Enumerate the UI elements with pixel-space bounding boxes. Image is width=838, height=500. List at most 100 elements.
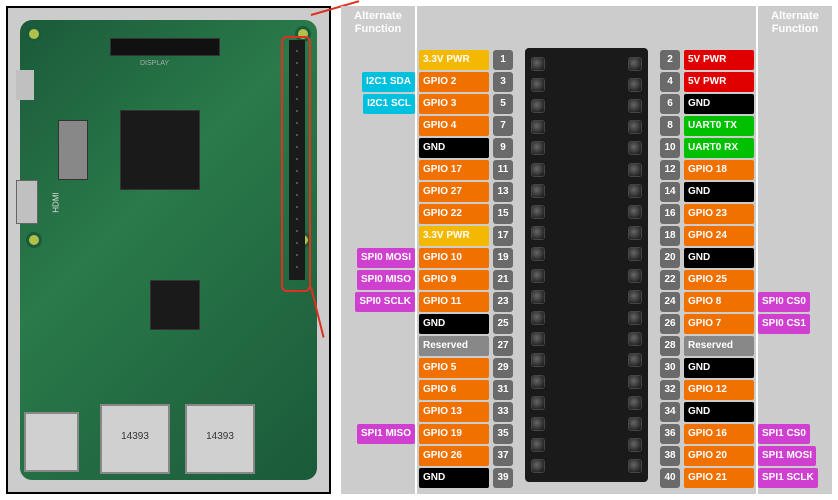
func-label: GPIO 8 [684, 292, 754, 312]
pin-number-col-right: 246810121416182022242628303234363840 [658, 6, 682, 494]
connector-row [531, 75, 642, 94]
func-label: GPIO 6 [419, 380, 489, 400]
pin-number: 13 [493, 182, 513, 202]
pin-dot-icon [628, 99, 642, 113]
func-label: 3.3V PWR [419, 226, 489, 246]
alt-label: SPI0 CS0 [758, 292, 810, 312]
gpio-header-icon [289, 40, 305, 280]
pin-dot-icon [628, 269, 642, 283]
connector-row [531, 330, 642, 349]
alt-label: SPI0 MOSI [357, 248, 415, 268]
func-label: UART0 TX [684, 116, 754, 136]
pin-number: 19 [493, 248, 513, 268]
connector-row [531, 202, 642, 221]
func-label: GPIO 23 [684, 204, 754, 224]
func-label: 3.3V PWR [419, 50, 489, 70]
connector-col [515, 6, 658, 494]
pin-dot-icon [531, 141, 545, 155]
pin-dot-icon [531, 417, 545, 431]
alt-label: SPI0 MISO [357, 270, 415, 290]
pin-dot-icon [628, 226, 642, 240]
pin-dot-icon [531, 99, 545, 113]
pin-number: 35 [493, 424, 513, 444]
pin-dot-icon [628, 417, 642, 431]
pin-number: 18 [660, 226, 680, 246]
func-label: GPIO 13 [419, 402, 489, 422]
connector-row [531, 372, 642, 391]
connector-row [531, 457, 642, 476]
pin-dot-icon [531, 205, 545, 219]
pin-number: 15 [493, 204, 513, 224]
connector-icon [525, 48, 648, 482]
usb-port-icon: 14393 [185, 404, 255, 474]
usb-label: 14393 [102, 431, 168, 442]
pcb: DISPLAY HDMI 14393 14393 [20, 20, 317, 480]
usb-port-icon: 14393 [100, 404, 170, 474]
usb-chip-icon [150, 280, 200, 330]
pin-dot-icon [628, 332, 642, 346]
alt-header-right: Alternate Function [758, 6, 832, 40]
ethernet-port-icon [24, 412, 79, 472]
func-label: GPIO 4 [419, 116, 489, 136]
pin-number: 39 [493, 468, 513, 488]
pin-number: 8 [660, 116, 680, 136]
func-label: GPIO 19 [419, 424, 489, 444]
pin-dot-icon [531, 78, 545, 92]
connector-row [531, 245, 642, 264]
pin-number: 33 [493, 402, 513, 422]
pin-number: 5 [493, 94, 513, 114]
pin-number: 12 [660, 160, 680, 180]
pin-dot-icon [628, 120, 642, 134]
func-label: 5V PWR [684, 72, 754, 92]
pin-number: 1 [493, 50, 513, 70]
pin-dot-icon [531, 375, 545, 389]
pin-dot-icon [628, 375, 642, 389]
func-label: GPIO 3 [419, 94, 489, 114]
alt-label: SPI0 CS1 [758, 314, 810, 334]
alt-function-col-right: Alternate Function SPI0 CS0SPI0 CS1 SPI1 … [758, 6, 832, 494]
pin-number: 23 [493, 292, 513, 312]
pin-number: 4 [660, 72, 680, 92]
func-label: GPIO 18 [684, 160, 754, 180]
func-label: GPIO 20 [684, 446, 754, 466]
func-label: GPIO 7 [684, 314, 754, 334]
pin-number: 37 [493, 446, 513, 466]
soc-chip-icon [120, 110, 200, 190]
main-container: DISPLAY HDMI 14393 14393 Alternate Funct… [0, 0, 838, 500]
connector-row [531, 181, 642, 200]
pin-dot-icon [531, 120, 545, 134]
connector-row [531, 287, 642, 306]
pin-number: 14 [660, 182, 680, 202]
pin-number: 7 [493, 116, 513, 136]
connector-pins [531, 54, 642, 476]
microusb-port-icon [16, 70, 34, 100]
alt-label: I2C1 SDA [362, 72, 415, 92]
pin-dot-icon [628, 396, 642, 410]
connector-row [531, 160, 642, 179]
connector-row [531, 351, 642, 370]
pin-dot-icon [628, 311, 642, 325]
func-label: GPIO 24 [684, 226, 754, 246]
func-label: GND [684, 248, 754, 268]
pin-dot-icon [531, 184, 545, 198]
pin-dot-icon [531, 226, 545, 240]
mounting-hole-icon [26, 232, 42, 248]
pin-number-col-left: 13579111315171921232527293133353739 [491, 6, 515, 494]
pin-number: 36 [660, 424, 680, 444]
pin-dot-icon [531, 459, 545, 473]
pin-dot-icon [531, 163, 545, 177]
alt-label: SPI1 MISO [357, 424, 415, 444]
hdmi-label: HDMI [52, 192, 61, 212]
func-label: GPIO 21 [684, 468, 754, 488]
pin-dot-icon [628, 459, 642, 473]
board-photo: DISPLAY HDMI 14393 14393 [6, 6, 331, 494]
alt-label: SPI1 MOSI [758, 446, 816, 466]
connector-row [531, 266, 642, 285]
func-label: 5V PWR [684, 50, 754, 70]
pin-number: 26 [660, 314, 680, 334]
pin-number: 29 [493, 358, 513, 378]
pin-dot-icon [531, 311, 545, 325]
pin-dot-icon [628, 247, 642, 261]
header-dots-icon [291, 42, 303, 278]
connector-row [531, 308, 642, 327]
